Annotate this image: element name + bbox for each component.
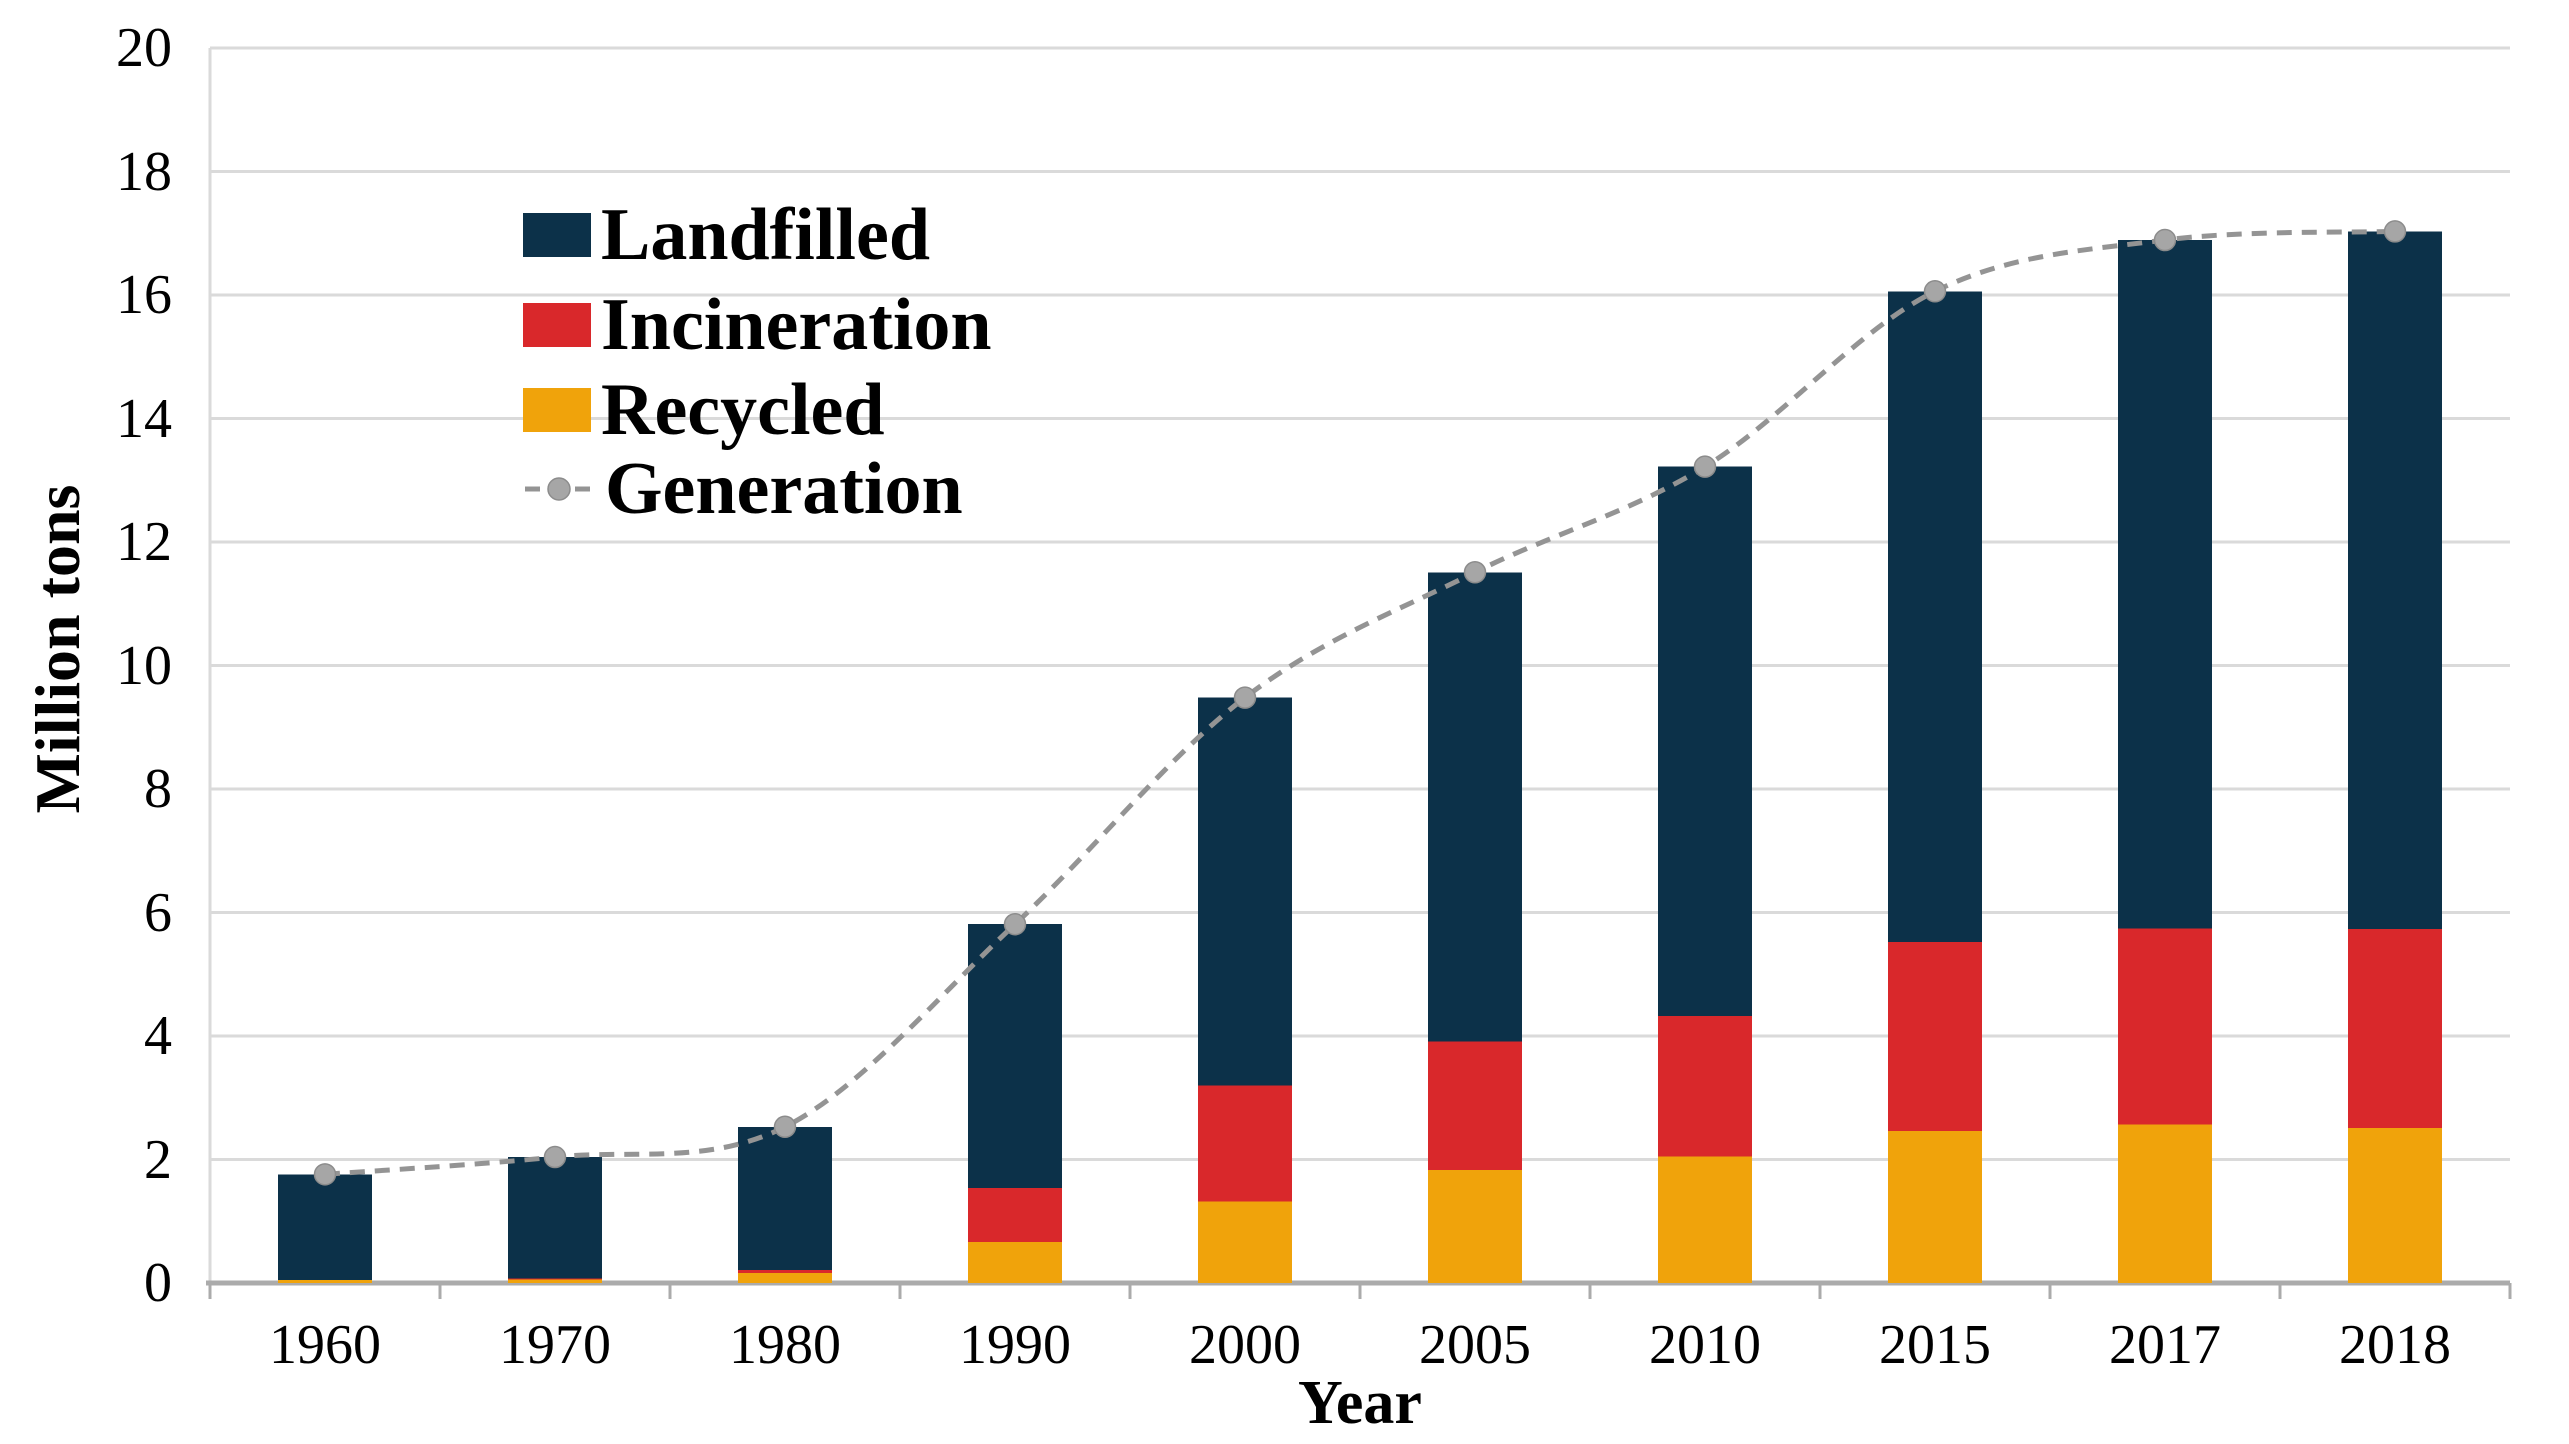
recycled-swatch-icon — [523, 388, 591, 432]
x-tick-label-2018: 2018 — [2339, 1314, 2451, 1376]
incineration-swatch-icon — [523, 303, 591, 347]
bar-segment-recycled-2015 — [1888, 1131, 1982, 1283]
bar-segment-incineration-2010 — [1658, 1016, 1752, 1157]
bar-segment-landfilled-2015 — [1888, 291, 1982, 943]
dashed-line-dot-icon — [525, 477, 593, 501]
bar-segment-recycled-2017 — [2118, 1124, 2212, 1283]
bar-segment-landfilled-2017 — [2118, 240, 2212, 929]
y-tick-label-16: 16 — [116, 264, 172, 326]
bar-segment-recycled-2000 — [1198, 1201, 1292, 1283]
bar-segment-recycled-1960 — [278, 1279, 372, 1283]
y-tick-label-14: 14 — [116, 387, 172, 450]
bar-segment-landfilled-2010 — [1658, 466, 1752, 1017]
generation-marker-2010 — [1693, 455, 1717, 478]
legend-label: Incineration — [601, 284, 992, 366]
generation-marker-2005 — [1463, 561, 1487, 584]
y-tick-label-0: 0 — [144, 1252, 172, 1314]
bar-segment-recycled-1990 — [968, 1242, 1062, 1283]
legend-item-recycled: Recycled — [523, 365, 885, 455]
y-tick-label-4: 4 — [144, 1005, 172, 1067]
x-tick-label-1970: 1970 — [499, 1314, 611, 1376]
x-tick-label-2005: 2005 — [1419, 1314, 1531, 1376]
bar-segment-landfilled-2018 — [2348, 231, 2442, 930]
x-tick-label-1980: 1980 — [729, 1314, 841, 1376]
x-tick-label-1990: 1990 — [959, 1314, 1071, 1376]
bar-segment-landfilled-2000 — [1198, 697, 1292, 1086]
bar-segment-recycled-1970 — [508, 1279, 602, 1283]
legend-label: Landfilled — [601, 194, 930, 276]
x-tick-label-2015: 2015 — [1879, 1314, 1991, 1376]
bar-segment-recycled-2010 — [1658, 1156, 1752, 1283]
generation-marker-2000 — [1233, 686, 1257, 709]
bar-segment-incineration-2000 — [1198, 1085, 1292, 1202]
legend-item-generation: Generation — [523, 444, 963, 534]
legend-item-incineration: Incineration — [523, 280, 992, 370]
x-tick-label-1960: 1960 — [269, 1314, 381, 1376]
generation-marker-2015 — [1923, 280, 1947, 303]
x-tick-label-2000: 2000 — [1189, 1314, 1301, 1376]
x-tick-label-2010: 2010 — [1649, 1314, 1761, 1376]
generation-marker-1990 — [1003, 912, 1027, 936]
y-tick-label-2: 2 — [144, 1128, 172, 1191]
legend-item-landfilled: Landfilled — [523, 190, 930, 280]
generation-marker-1960 — [313, 1163, 337, 1186]
y-axis-title: Million tons — [22, 484, 93, 814]
bar-segment-recycled-1980 — [738, 1273, 832, 1283]
generation-line — [324, 228, 2396, 1177]
bar-segment-landfilled-1970 — [508, 1157, 602, 1279]
y-tick-label-8: 8 — [144, 758, 172, 820]
bar-segment-landfilled-1990 — [968, 924, 1062, 1188]
legend-label: Generation — [605, 448, 963, 530]
y-tick-label-20: 20 — [116, 17, 172, 79]
bar-segment-incineration-2018 — [2348, 929, 2442, 1129]
generation-marker-1970 — [543, 1145, 567, 1169]
x-tick-label-2017: 2017 — [2109, 1314, 2221, 1376]
bar-segment-incineration-1980 — [738, 1270, 832, 1274]
legend-label: Recycled — [601, 369, 885, 451]
bar-segment-landfilled-1960 — [278, 1174, 372, 1280]
y-tick-label-18: 18 — [116, 140, 172, 203]
bar-segment-landfilled-2005 — [1428, 572, 1522, 1042]
generation-marker-2017 — [2153, 228, 2177, 252]
bar-segment-incineration-1990 — [968, 1187, 1062, 1243]
landfilled-swatch-icon — [523, 213, 591, 257]
bar-segment-incineration-2017 — [2118, 928, 2212, 1125]
bar-segment-incineration-2005 — [1428, 1041, 1522, 1170]
bar-segment-recycled-2018 — [2348, 1128, 2442, 1283]
y-tick-label-10: 10 — [116, 634, 172, 697]
generation-marker-2018 — [2383, 220, 2407, 243]
y-tick-label-12: 12 — [116, 511, 172, 573]
generation-marker-1980 — [773, 1115, 797, 1139]
bar-segment-incineration-2015 — [1888, 942, 1982, 1132]
bar-segment-incineration-1970 — [508, 1278, 602, 1280]
x-axis-title: Year — [1298, 1369, 1422, 1437]
y-tick-label-6: 6 — [144, 881, 172, 944]
bar-segment-recycled-2005 — [1428, 1169, 1522, 1283]
legend-dot — [547, 477, 571, 501]
bar-segment-landfilled-1980 — [738, 1126, 832, 1271]
